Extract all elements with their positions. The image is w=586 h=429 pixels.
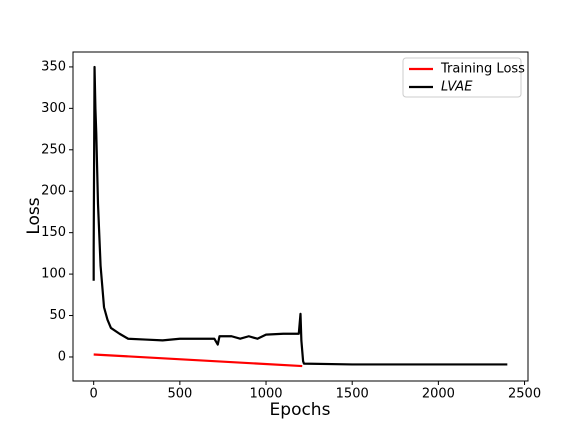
axes-frame xyxy=(72,51,529,382)
y-tick-label: 150 xyxy=(41,225,66,240)
y-tick-label: 250 xyxy=(41,142,66,157)
x-axis-label: Epochs xyxy=(270,400,331,420)
x-tick-label: 2500 xyxy=(508,387,541,402)
y-tick-label: 0 xyxy=(58,349,66,364)
series-line xyxy=(93,353,303,368)
y-axis-label: Loss xyxy=(24,197,44,234)
y-tick-label: 300 xyxy=(41,101,66,116)
legend-label: Training Loss xyxy=(440,62,525,77)
y-tick-label: 50 xyxy=(49,308,66,323)
x-tick-label: 1000 xyxy=(249,387,282,402)
legend-label: LVAE xyxy=(441,80,473,95)
y-tick-label: 200 xyxy=(41,184,66,199)
x-tick-label: 0 xyxy=(90,387,98,402)
series-line xyxy=(92,65,508,366)
x-tick-label: 2000 xyxy=(422,387,455,402)
x-tick-label: 500 xyxy=(167,387,192,402)
y-tick-label: 100 xyxy=(41,267,66,282)
y-tick-label: 350 xyxy=(41,59,66,74)
x-tick-label: 1500 xyxy=(336,387,369,402)
